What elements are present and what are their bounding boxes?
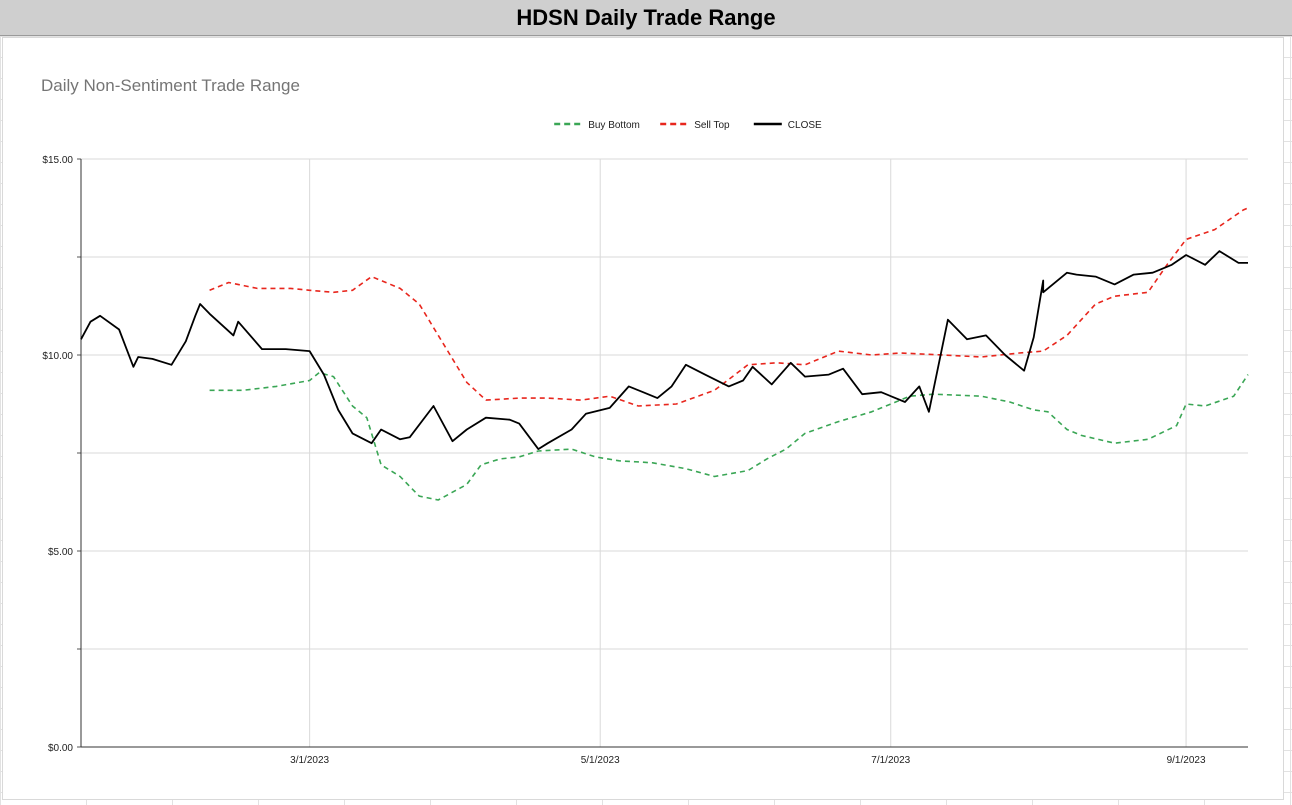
chart-svg: Daily Non-Sentiment Trade Range Buy Bott… [41, 76, 1249, 766]
x-tick-label: 7/1/2023 [871, 755, 910, 766]
y-tick-label: $15.00 [42, 155, 73, 166]
axes [80, 159, 1248, 748]
window-title: HDSN Daily Trade Range [516, 4, 776, 30]
grid-lines [77, 158, 1248, 748]
legend: Buy Bottom Sell Top CLOSE [554, 120, 822, 131]
legend-item[interactable]: Buy Bottom [554, 120, 640, 131]
y-tick-label: $10.00 [42, 351, 73, 362]
tick-labels: $15.00 $10.00 $5.00 $0.00 3/1/2023 5/1/2023 7/… [42, 155, 1206, 766]
chart-title: Daily Non-Sentiment Trade Range [41, 76, 300, 95]
x-tick-label: 3/1/2023 [290, 755, 329, 766]
legend-label: Sell Top [694, 120, 730, 131]
series-line-sell-top [209, 207, 1249, 407]
window-title-bar: HDSN Daily Trade Range [0, 0, 1292, 36]
y-tick-label: $0.00 [48, 743, 73, 754]
legend-item[interactable]: Sell Top [660, 120, 730, 131]
chart-container[interactable]: Daily Non-Sentiment Trade Range Buy Bott… [2, 37, 1284, 800]
x-tick-label: 9/1/2023 [1167, 755, 1206, 766]
series-group [80, 207, 1249, 501]
legend-label: CLOSE [788, 120, 822, 131]
legend-label: Buy Bottom [588, 120, 640, 131]
y-tick-label: $5.00 [48, 547, 73, 558]
legend-item[interactable]: CLOSE [753, 120, 822, 131]
x-tick-label: 5/1/2023 [581, 755, 620, 766]
series-line-close [80, 250, 1248, 451]
series-line-buy-bottom [209, 371, 1249, 501]
